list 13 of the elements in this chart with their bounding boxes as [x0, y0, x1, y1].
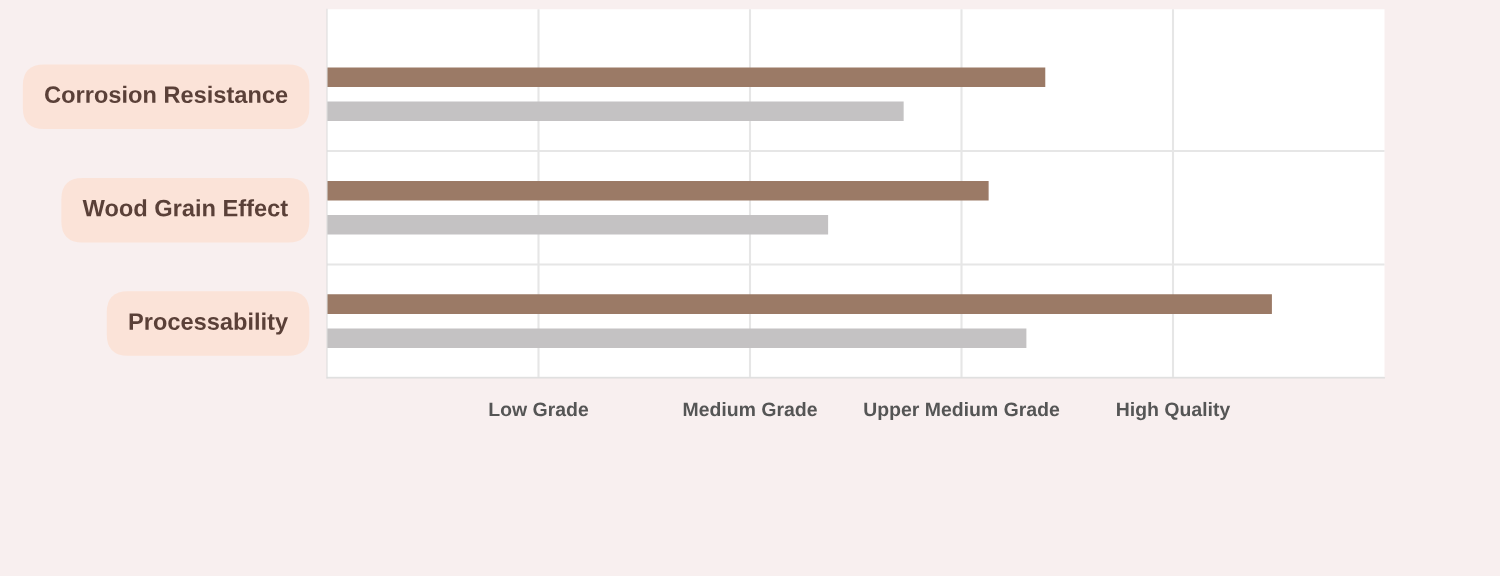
text: Upper Medium Grade: [864, 401, 1060, 421]
text: Low Grade: [489, 401, 589, 417]
bar: [327, 67, 1046, 88]
text: Medium Grade: [683, 401, 817, 417]
bar: [327, 294, 1272, 314]
y-tick-label: Corrosion Resistance: [45, 85, 288, 104]
bar: [327, 214, 829, 235]
text: High Quality: [1117, 401, 1231, 421]
bar: [327, 328, 1027, 348]
bar: [327, 101, 904, 122]
y-tick-label: Processability: [129, 312, 288, 335]
bar: [327, 180, 989, 201]
y-tick-label: Wood Grain Effect: [82, 199, 288, 217]
